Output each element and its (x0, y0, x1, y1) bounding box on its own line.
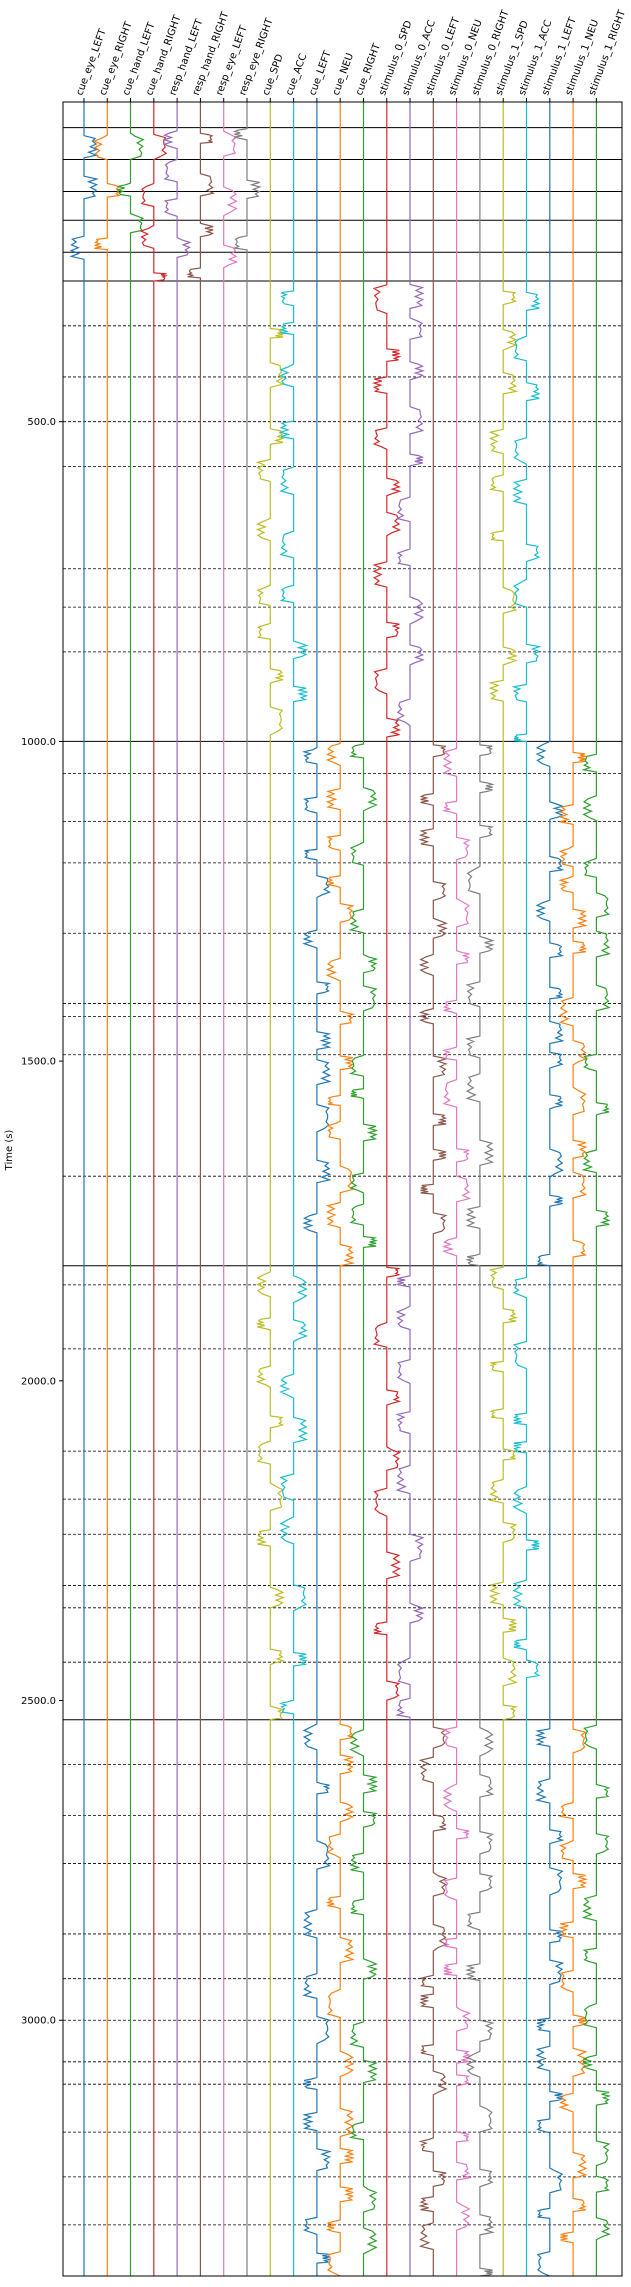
trace-cue_NEU (325, 102, 356, 2277)
channel-label-cue_NEU: cue_NEU (331, 52, 356, 97)
epoch-lines (63, 127, 622, 2226)
trace-stimulus_0_LEFT (418, 102, 449, 2276)
trace-stimulus_0_RIGHT (465, 102, 495, 2277)
trace-stimulus_0_NEU (441, 102, 472, 2276)
y-tick-label: 2000.0 (21, 1376, 56, 1387)
trace-cue_hand_RIGHT (139, 102, 169, 2276)
axes-border (62, 101, 623, 2277)
channel-traces (69, 102, 612, 2277)
trace-cue_hand_LEFT (116, 102, 145, 2276)
trace-resp_hand_RIGHT (186, 102, 216, 2276)
y-tick-label: 500.0 (27, 417, 56, 428)
trace-cue_SPD (255, 102, 286, 2276)
trace-cue_LEFT (301, 102, 332, 2276)
trace-stimulus_0_ACC (395, 102, 425, 2276)
y-tick-label: 1500.0 (21, 1057, 56, 1068)
trace-cue_RIGHT (348, 102, 379, 2276)
trace-resp_eye_LEFT (223, 102, 239, 2276)
y-tick-label: 3000.0 (21, 2016, 56, 2027)
plot-frame (62, 101, 623, 2277)
trace-stimulus_1_ACC (511, 102, 542, 2276)
channel-label-cue_SPD: cue_SPD (261, 53, 286, 98)
channel-label-cue_ACC: cue_ACC (284, 52, 309, 97)
y-axis-label: Time (s) (4, 1130, 15, 1172)
trace-cue_eye_LEFT (69, 102, 99, 2276)
trace-stimulus_1_NEU (558, 102, 589, 2276)
trace-cue_eye_RIGHT (92, 102, 121, 2276)
trace-stimulus_1_LEFT (534, 102, 565, 2277)
y-axis-ticks: 500.0 1000.0 1500.0 2000.0 2500.0 3000.0 (21, 417, 63, 2027)
trace-stimulus_1_SPD (488, 102, 519, 2276)
trace-cue_ACC (278, 102, 309, 2276)
trace-stimulus_1_RIGHT (581, 102, 612, 2276)
trace-resp_eye_RIGHT (232, 102, 262, 2276)
y-tick-label: 2500.0 (21, 1696, 56, 1707)
trace-stimulus_0_SPD (371, 102, 402, 2276)
trace-resp_hand_LEFT (162, 102, 192, 2276)
channel-label-cue_LEFT: cue_LEFT (307, 49, 334, 97)
channel-labels: cue_eye_LEFTcue_eye_RIGHTcue_hand_LEFTcu… (74, 8, 628, 102)
y-tick-label: 1000.0 (21, 737, 56, 748)
